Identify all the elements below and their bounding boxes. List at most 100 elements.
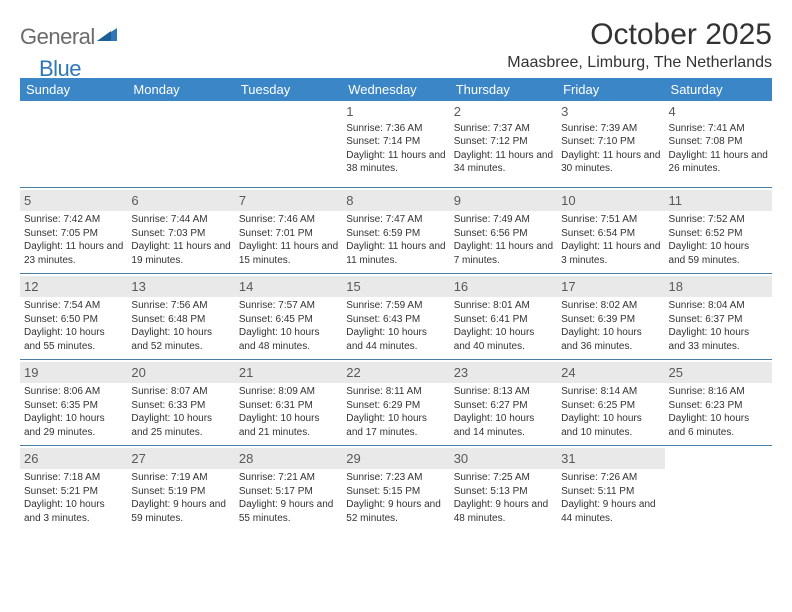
sunrise-line: Sunrise: 8:09 AM	[239, 385, 338, 399]
sunset-line: Sunset: 5:17 PM	[239, 485, 338, 499]
daylight-line: Daylight: 10 hours and 52 minutes.	[131, 326, 230, 353]
calendar-day-cell: 5Sunrise: 7:42 AMSunset: 7:05 PMDaylight…	[20, 187, 127, 273]
location: Maasbree, Limburg, The Netherlands	[507, 54, 772, 72]
sunset-line: Sunset: 7:08 PM	[669, 135, 768, 149]
calendar-week-row: 19Sunrise: 8:06 AMSunset: 6:35 PMDayligh…	[20, 359, 772, 445]
sunrise-line: Sunrise: 8:02 AM	[561, 299, 660, 313]
sunset-line: Sunset: 7:03 PM	[131, 227, 230, 241]
calendar-day-cell: 24Sunrise: 8:14 AMSunset: 6:25 PMDayligh…	[557, 359, 664, 445]
sunrise-line: Sunrise: 8:11 AM	[346, 385, 445, 399]
daylight-line: Daylight: 10 hours and 36 minutes.	[561, 326, 660, 353]
day-number: 19	[24, 364, 123, 382]
sunrise-line: Sunrise: 7:19 AM	[131, 471, 230, 485]
day-number: 20	[131, 364, 230, 382]
calendar-day-cell: 29Sunrise: 7:23 AMSunset: 5:15 PMDayligh…	[342, 445, 449, 531]
logo-triangle-icon	[97, 25, 117, 46]
daylight-line: Daylight: 10 hours and 10 minutes.	[561, 412, 660, 439]
sunrise-line: Sunrise: 7:26 AM	[561, 471, 660, 485]
day-number: 21	[239, 364, 338, 382]
day-number: 3	[561, 103, 660, 121]
calendar-day-cell: 16Sunrise: 8:01 AMSunset: 6:41 PMDayligh…	[450, 273, 557, 359]
daylight-line: Daylight: 10 hours and 6 minutes.	[669, 412, 768, 439]
day-number: 14	[239, 278, 338, 296]
daylight-line: Daylight: 10 hours and 29 minutes.	[24, 412, 123, 439]
day-number: 5	[24, 192, 123, 210]
day-number: 2	[454, 103, 553, 121]
calendar-day-cell: 9Sunrise: 7:49 AMSunset: 6:56 PMDaylight…	[450, 187, 557, 273]
sunrise-line: Sunrise: 8:13 AM	[454, 385, 553, 399]
calendar-week-row: 1Sunrise: 7:36 AMSunset: 7:14 PMDaylight…	[20, 101, 772, 187]
calendar-table: SundayMondayTuesdayWednesdayThursdayFrid…	[20, 78, 772, 531]
sunset-line: Sunset: 6:37 PM	[669, 313, 768, 327]
daylight-line: Daylight: 10 hours and 3 minutes.	[24, 498, 123, 525]
daylight-line: Daylight: 10 hours and 59 minutes.	[669, 240, 768, 267]
calendar-week-row: 5Sunrise: 7:42 AMSunset: 7:05 PMDaylight…	[20, 187, 772, 273]
sunset-line: Sunset: 6:59 PM	[346, 227, 445, 241]
sunset-line: Sunset: 5:15 PM	[346, 485, 445, 499]
sunrise-line: Sunrise: 8:07 AM	[131, 385, 230, 399]
day-number: 24	[561, 364, 660, 382]
calendar-day-cell: 23Sunrise: 8:13 AMSunset: 6:27 PMDayligh…	[450, 359, 557, 445]
calendar-empty-cell	[20, 101, 127, 187]
calendar-empty-cell	[665, 445, 772, 531]
daylight-line: Daylight: 10 hours and 14 minutes.	[454, 412, 553, 439]
calendar-day-cell: 11Sunrise: 7:52 AMSunset: 6:52 PMDayligh…	[665, 187, 772, 273]
calendar-day-cell: 14Sunrise: 7:57 AMSunset: 6:45 PMDayligh…	[235, 273, 342, 359]
sunset-line: Sunset: 6:48 PM	[131, 313, 230, 327]
calendar-day-cell: 27Sunrise: 7:19 AMSunset: 5:19 PMDayligh…	[127, 445, 234, 531]
calendar-week-row: 12Sunrise: 7:54 AMSunset: 6:50 PMDayligh…	[20, 273, 772, 359]
logo-text-blue: Blue	[39, 56, 81, 82]
calendar-day-cell: 19 Sunrise: 8:06 AMSunset: 6:35 PMDayligh…	[20, 359, 127, 445]
calendar-week-row: 26Sunrise: 7:18 AMSunset: 5:21 PMDayligh…	[20, 445, 772, 531]
calendar-day-cell: 18Sunrise: 8:04 AMSunset: 6:37 PMDayligh…	[665, 273, 772, 359]
calendar-day-cell: 12Sunrise: 7:54 AMSunset: 6:50 PMDayligh…	[20, 273, 127, 359]
day-number: 1	[346, 103, 445, 121]
sunrise-line: Sunrise: 7:21 AM	[239, 471, 338, 485]
sunset-line: Sunset: 6:23 PM	[669, 399, 768, 413]
calendar-day-cell: 6Sunrise: 7:44 AMSunset: 7:03 PMDaylight…	[127, 187, 234, 273]
sunrise-line: Sunrise: 7:46 AM	[239, 213, 338, 227]
day-number: 27	[131, 450, 230, 468]
daylight-line: Daylight: 11 hours and 11 minutes.	[346, 240, 445, 267]
sunrise-line: Sunrise: 7:49 AM	[454, 213, 553, 227]
calendar-day-cell: 17Sunrise: 8:02 AMSunset: 6:39 PMDayligh…	[557, 273, 664, 359]
daylight-line: Daylight: 10 hours and 21 minutes.	[239, 412, 338, 439]
day-number: 7	[239, 192, 338, 210]
logo: General	[20, 24, 119, 50]
sunset-line: Sunset: 6:45 PM	[239, 313, 338, 327]
day-number: 26	[24, 450, 123, 468]
sunrise-line: Sunrise: 7:36 AM	[346, 122, 445, 136]
sunset-line: Sunset: 6:41 PM	[454, 313, 553, 327]
daylight-line: Daylight: 11 hours and 38 minutes.	[346, 149, 445, 176]
sunrise-line: Sunrise: 7:44 AM	[131, 213, 230, 227]
sunrise-line: Sunrise: 7:56 AM	[131, 299, 230, 313]
calendar-day-cell: 7Sunrise: 7:46 AMSunset: 7:01 PMDaylight…	[235, 187, 342, 273]
sunset-line: Sunset: 6:33 PM	[131, 399, 230, 413]
day-number: 13	[131, 278, 230, 296]
calendar-day-cell: 21Sunrise: 8:09 AMSunset: 6:31 PMDayligh…	[235, 359, 342, 445]
sunrise-line: Sunrise: 7:47 AM	[346, 213, 445, 227]
sunset-line: Sunset: 5:13 PM	[454, 485, 553, 499]
day-number: 30	[454, 450, 553, 468]
sunrise-line: Sunrise: 7:54 AM	[24, 299, 123, 313]
sunset-line: Sunset: 6:50 PM	[24, 313, 123, 327]
day-number: 9	[454, 192, 553, 210]
sunset-line: Sunset: 6:25 PM	[561, 399, 660, 413]
calendar-empty-cell	[235, 101, 342, 187]
weekday-header: Monday	[127, 78, 234, 101]
calendar-day-cell: 25Sunrise: 8:16 AMSunset: 6:23 PMDayligh…	[665, 359, 772, 445]
sunset-line: Sunset: 6:35 PM	[24, 399, 123, 413]
calendar-day-cell: 10Sunrise: 7:51 AMSunset: 6:54 PMDayligh…	[557, 187, 664, 273]
daylight-line: Daylight: 9 hours and 44 minutes.	[561, 498, 660, 525]
sunset-line: Sunset: 7:01 PM	[239, 227, 338, 241]
daylight-line: Daylight: 9 hours and 52 minutes.	[346, 498, 445, 525]
weekday-header: Saturday	[665, 78, 772, 101]
day-number: 16	[454, 278, 553, 296]
day-number: 28	[239, 450, 338, 468]
sunrise-line: Sunrise: 8:06 AM	[24, 385, 123, 399]
sunset-line: Sunset: 6:43 PM	[346, 313, 445, 327]
sunrise-line: Sunrise: 7:42 AM	[24, 213, 123, 227]
daylight-line: Daylight: 11 hours and 26 minutes.	[669, 149, 768, 176]
day-number: 22	[346, 364, 445, 382]
daylight-line: Daylight: 9 hours and 59 minutes.	[131, 498, 230, 525]
